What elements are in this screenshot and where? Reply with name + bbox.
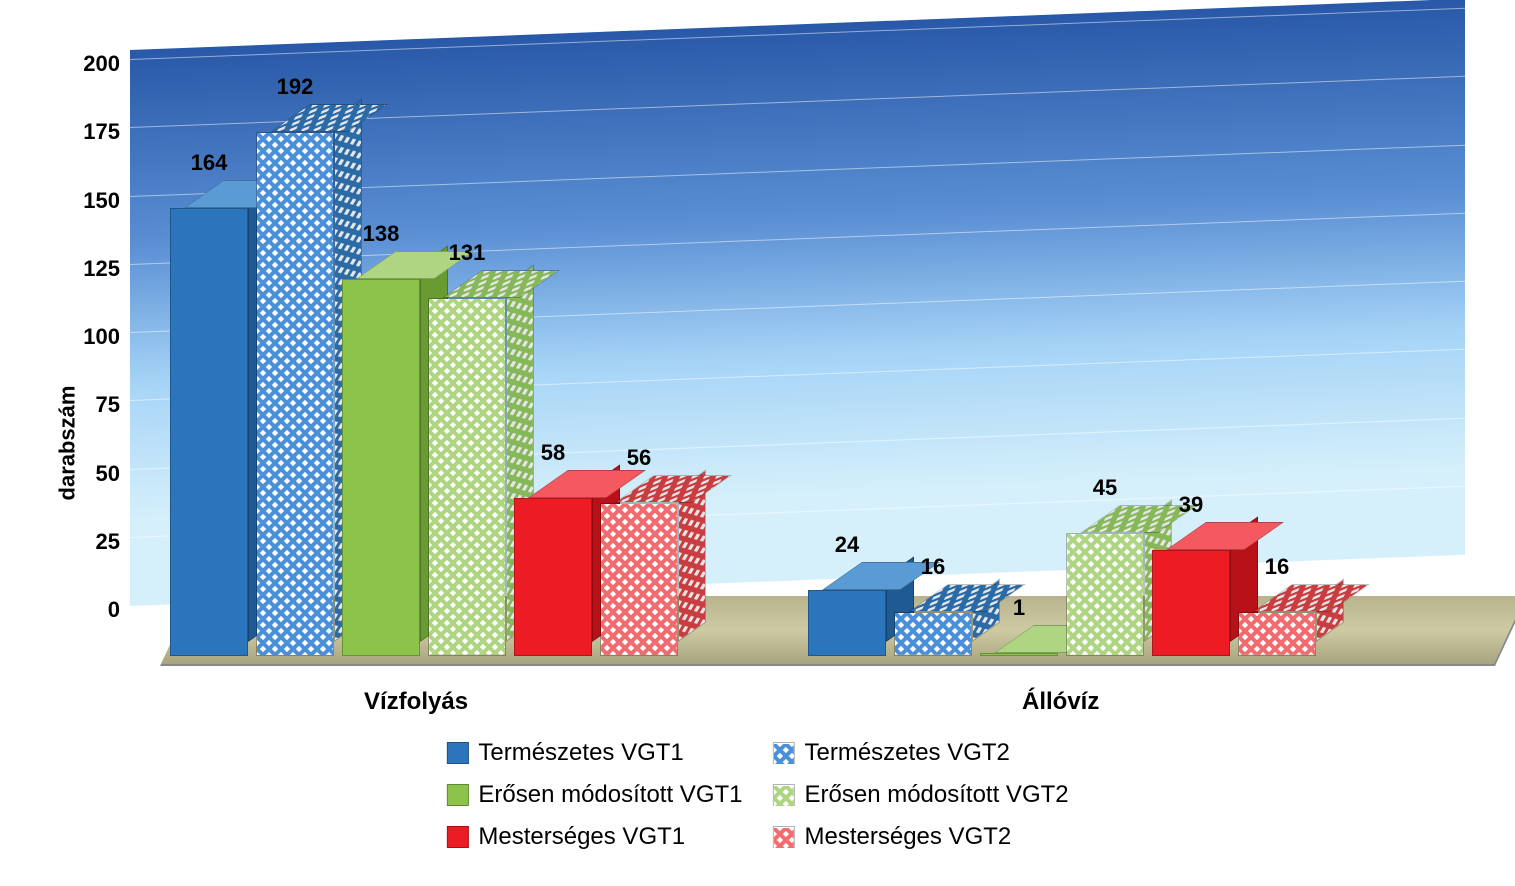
bar: 138: [342, 279, 420, 656]
y-tick: 0: [60, 597, 120, 623]
legend-swatch: [446, 742, 468, 764]
plot-area: 164192138131585624161453916 Vízfolyás Ál…: [130, 50, 1465, 666]
bar-value-label: 45: [1093, 475, 1117, 501]
bar-value-label: 24: [835, 532, 859, 558]
bar-value-label: 16: [921, 554, 945, 580]
bar-value-label: 164: [191, 150, 228, 176]
y-tick: 175: [60, 119, 120, 145]
bar-value-label: 1: [1013, 595, 1025, 621]
legend-label: Mesterséges VGT1: [478, 823, 685, 851]
y-tick: 25: [60, 529, 120, 555]
y-axis: 0 25 50 75 100 125 150 175 200: [60, 50, 120, 666]
bar-value-label: 131: [449, 240, 486, 266]
legend: Természetes VGT1 Természetes VGT2 Erősen m…: [446, 739, 1068, 851]
y-tick: 100: [60, 324, 120, 350]
legend-label: Természetes VGT1: [478, 739, 683, 767]
bar: 131: [428, 298, 506, 656]
legend-item: Természetes VGT1: [446, 739, 742, 767]
category-label-0: Vízfolyás: [364, 688, 468, 716]
legend-item: Mesterséges VGT1: [446, 823, 742, 851]
bar: 45: [1066, 533, 1144, 656]
bar: 56: [600, 503, 678, 656]
bar: 16: [1238, 612, 1316, 656]
bar-value-label: 39: [1179, 492, 1203, 518]
y-tick: 125: [60, 256, 120, 282]
legend-item: Mesterséges VGT2: [773, 823, 1069, 851]
bar: 1: [980, 653, 1058, 656]
chart-container: darabszám 0255075100125150175200 1641921…: [20, 20, 1495, 866]
y-tick: 150: [60, 188, 120, 214]
bar: 39: [1152, 550, 1230, 656]
legend-label: Mesterséges VGT2: [805, 823, 1012, 851]
bar: 16: [894, 612, 972, 656]
legend-swatch: [446, 784, 468, 806]
y-tick: 50: [60, 461, 120, 487]
legend-swatch: [446, 826, 468, 848]
legend-label: Természetes VGT2: [805, 739, 1010, 767]
bar-value-label: 58: [541, 440, 565, 466]
bar-value-label: 192: [277, 74, 314, 100]
legend-item: Erősen módosított VGT1: [446, 781, 742, 809]
bar: 192: [256, 132, 334, 656]
bar-value-label: 56: [627, 445, 651, 471]
legend-label: Erősen módosított VGT1: [478, 781, 742, 809]
bar-value-label: 138: [363, 221, 400, 247]
legend-item: Természetes VGT2: [773, 739, 1069, 767]
legend-item: Erősen módosított VGT2: [773, 781, 1069, 809]
legend-label: Erősen módosított VGT2: [805, 781, 1069, 809]
legend-swatch: [773, 742, 795, 764]
bar: 24: [808, 590, 886, 656]
y-tick: 200: [60, 51, 120, 77]
bar: 164: [170, 208, 248, 656]
bars-layer: 164192138131585624161453916: [130, 110, 1465, 656]
category-label-1: Állóvíz: [1022, 688, 1099, 716]
bar-value-label: 16: [1265, 554, 1289, 580]
legend-swatch: [773, 784, 795, 806]
legend-swatch: [773, 826, 795, 848]
bar: 58: [514, 498, 592, 656]
y-tick: 75: [60, 392, 120, 418]
